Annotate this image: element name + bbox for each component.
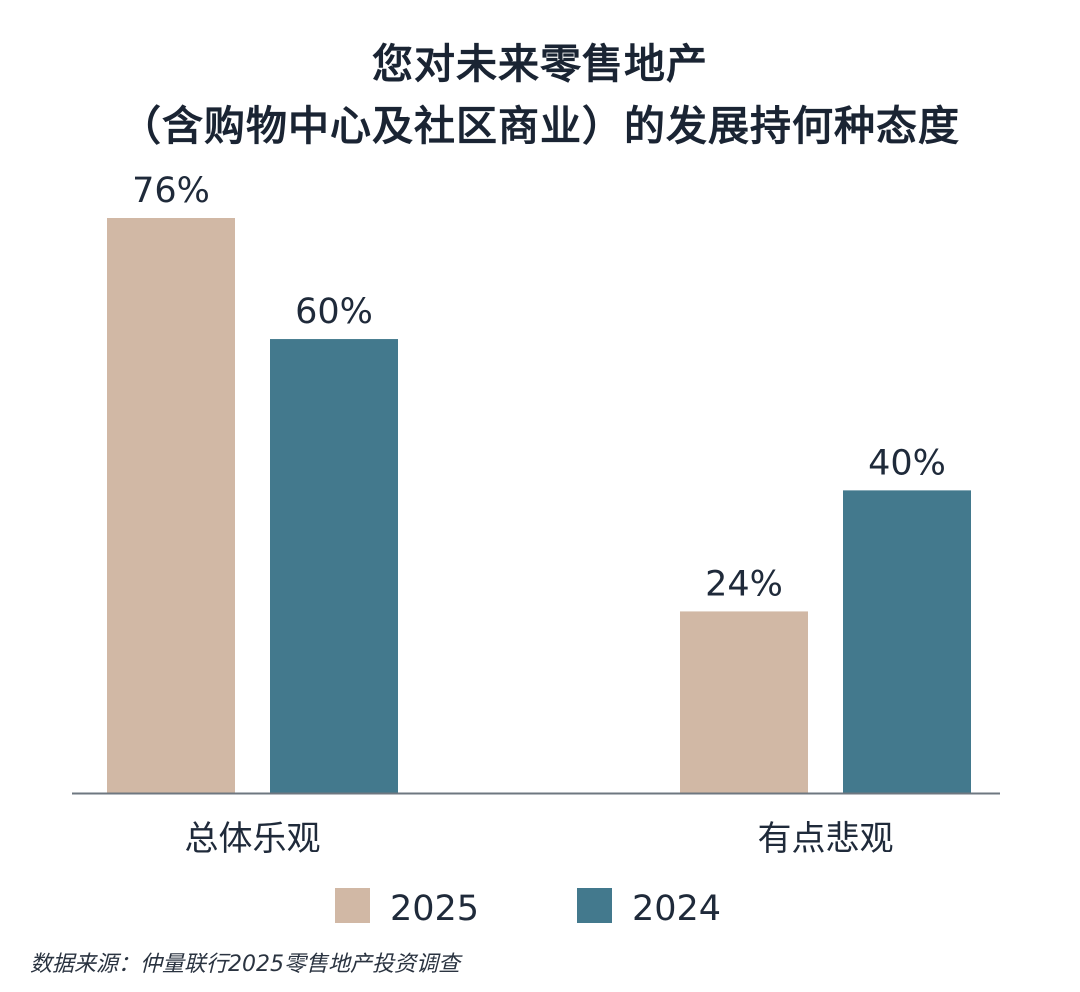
data-label-2024-1: 60% (295, 292, 373, 332)
bar-2025-1 (107, 218, 235, 793)
category-label-2: 有点悲观 (758, 819, 894, 859)
data-label-2025-2: 24% (705, 564, 783, 604)
category-label-1: 总体乐观 (185, 819, 321, 859)
legend-swatch-2025 (335, 888, 370, 923)
legend-swatch-2024 (577, 888, 612, 923)
bar-2025-2 (680, 611, 808, 793)
bar-2024-2 (843, 490, 971, 793)
chart-subtitle: （含购物中心及社区商业）的发展持何种态度 (120, 102, 960, 150)
chart-title: 您对未来零售地产 (372, 40, 708, 88)
bar-2024-1 (270, 339, 398, 793)
data-label-2025-1: 76% (132, 171, 210, 211)
legend-label-2024: 2024 (632, 889, 721, 929)
legend-label-2025: 2025 (390, 889, 479, 929)
data-label-2024-2: 40% (868, 443, 946, 483)
source-note: 数据来源：仲量联行2025零售地产投资调查 (30, 952, 460, 977)
